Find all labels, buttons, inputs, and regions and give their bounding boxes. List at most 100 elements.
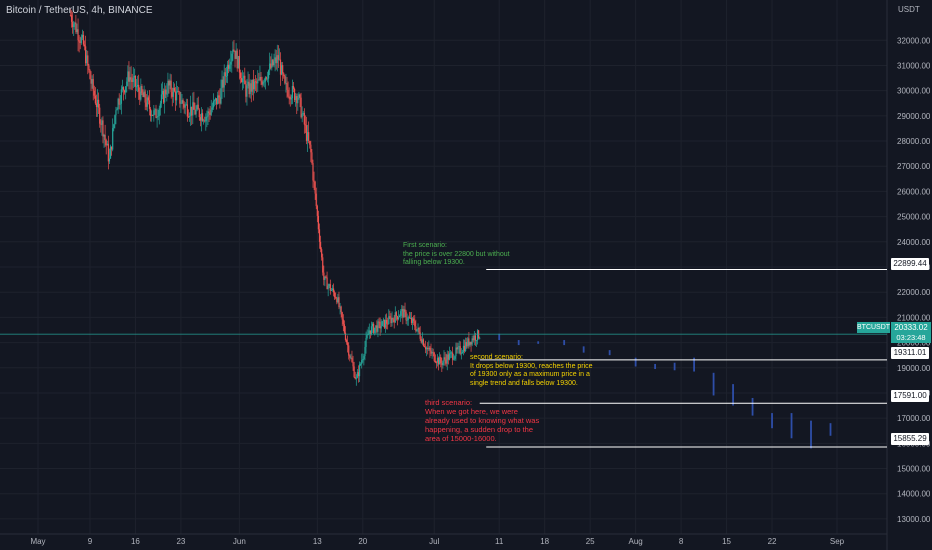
candle-up — [210, 109, 212, 115]
projection-bar — [751, 397, 754, 416]
candle-down — [429, 347, 431, 351]
candle-up — [96, 99, 99, 108]
candle-down — [191, 106, 193, 116]
candle-up — [108, 158, 111, 162]
candle-down — [424, 347, 427, 350]
candle-down — [78, 40, 80, 42]
candle-down — [308, 132, 310, 142]
candle-up — [154, 109, 156, 111]
candle-down — [182, 100, 184, 104]
chart-grid — [0, 0, 888, 550]
candle-up — [446, 354, 448, 364]
candle-up — [127, 71, 129, 82]
candle-down — [201, 113, 204, 121]
candle-up — [358, 364, 361, 377]
candle-up — [206, 116, 208, 118]
candle-down — [317, 215, 320, 230]
candle-down — [222, 79, 224, 88]
candle-up — [225, 75, 227, 77]
candle-down — [313, 180, 315, 182]
candle-down — [216, 98, 218, 105]
time-tick-label: 20 — [358, 537, 367, 546]
projection-bar — [712, 372, 715, 396]
candle-up — [181, 100, 183, 104]
candle-up — [460, 353, 462, 355]
price-tick-label: 29000.00 — [897, 112, 931, 121]
candle-up — [465, 342, 467, 351]
price-axis[interactable]: 13000.0014000.0015000.0016000.0017000.00… — [897, 36, 931, 524]
candle-up — [246, 85, 248, 97]
candle-down — [390, 317, 392, 324]
candle-down — [87, 55, 89, 66]
candle-up — [370, 326, 373, 335]
candle-up — [306, 132, 309, 141]
candle-up — [196, 104, 198, 110]
candle-up — [339, 306, 341, 308]
candle-up — [151, 114, 153, 116]
candle-down — [122, 87, 125, 91]
candle-down — [219, 97, 221, 104]
candle-up — [112, 128, 114, 150]
candle-down — [144, 91, 146, 103]
price-tag-15855: 15855.29 — [891, 433, 929, 445]
candle-down — [255, 81, 257, 83]
candle-down — [270, 63, 272, 68]
third-scenario-note: third scenario: When we got here, we wer… — [425, 398, 540, 443]
candle-up — [350, 357, 352, 359]
price-tick-label: 19000.00 — [897, 364, 931, 373]
candle-down — [441, 362, 443, 366]
candle-down — [404, 309, 406, 312]
candle-up — [230, 61, 232, 65]
candle-up — [400, 311, 402, 316]
candle-up — [161, 90, 164, 95]
candle-down — [171, 92, 173, 97]
candle-up — [157, 116, 159, 117]
candle-up — [126, 81, 128, 87]
candle-up — [120, 89, 122, 104]
candle-up — [421, 339, 423, 343]
candle-up — [125, 86, 127, 93]
candle-down — [265, 77, 268, 79]
candle-up — [117, 98, 119, 110]
candle-down — [149, 108, 152, 116]
candle-up — [394, 312, 396, 323]
candle-down — [208, 111, 210, 114]
candle-down — [284, 76, 286, 84]
candle-up — [266, 78, 269, 80]
candle-up — [391, 318, 393, 324]
candle-up — [324, 276, 326, 280]
candle-up — [86, 55, 88, 64]
candle-down — [354, 376, 356, 379]
candle-down — [170, 80, 172, 93]
candle-up — [361, 360, 363, 364]
candle-down — [468, 338, 470, 346]
candle-down — [348, 345, 350, 356]
candle-down — [419, 332, 421, 339]
candle-down — [147, 97, 150, 101]
candle-down — [345, 340, 348, 343]
candle-down — [165, 89, 167, 95]
candle-down — [107, 143, 109, 162]
candle-up — [132, 77, 134, 82]
projection-bar — [673, 362, 676, 371]
candle-down — [314, 181, 316, 194]
candle-down — [437, 357, 440, 365]
candle-up — [231, 53, 233, 62]
candle-down — [279, 59, 282, 75]
candle-down — [90, 78, 92, 84]
candle-up — [375, 325, 377, 328]
projection-bar — [829, 423, 832, 436]
candle-up — [302, 112, 304, 114]
candle-up — [428, 347, 430, 350]
candle-up — [247, 81, 249, 86]
candle-down — [319, 241, 322, 250]
candle-down — [287, 89, 289, 97]
candle-up — [436, 357, 439, 363]
candle-up — [285, 83, 287, 84]
candle-down — [130, 77, 132, 80]
candle-down — [386, 319, 388, 324]
time-axis[interactable]: May 9 16 23 Jun 13 20 Jul 11 18 25 Aug 8 15 22 Sep — [30, 537, 844, 546]
candle-down — [248, 81, 250, 95]
candle-down — [402, 309, 404, 318]
